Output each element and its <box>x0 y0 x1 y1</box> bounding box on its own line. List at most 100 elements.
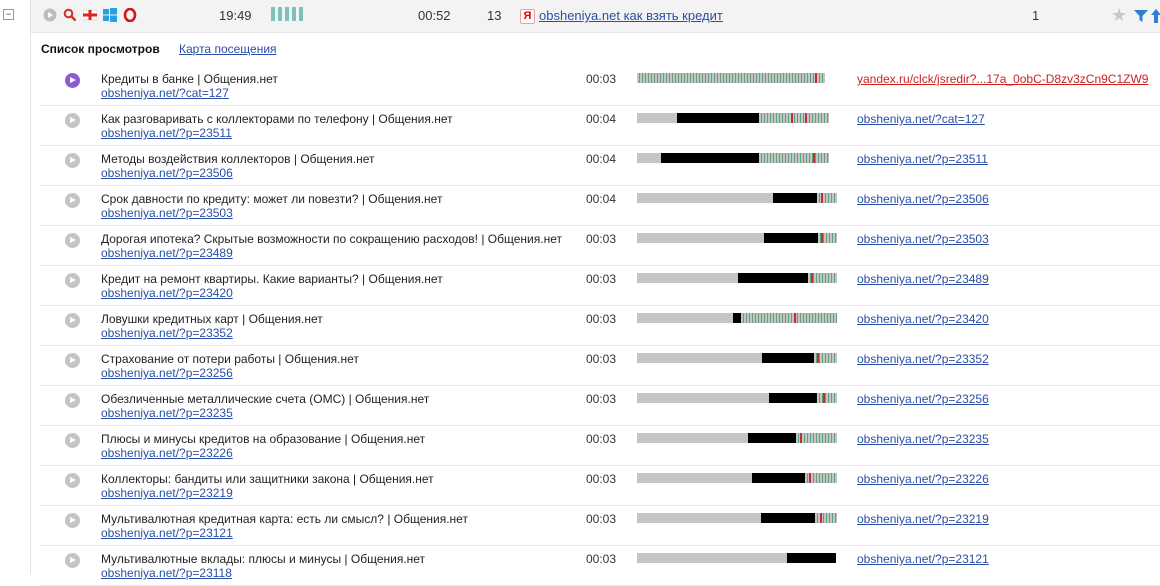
page-title: Мультивалютная кредитная карта: есть ли … <box>101 512 468 526</box>
page-url-link[interactable]: obsheniya.net/?p=23506 <box>101 166 233 180</box>
list-item: Кредит на ремонт квартиры. Какие вариант… <box>41 266 1160 306</box>
timeline-segment-red <box>794 313 796 323</box>
timeline-segment-black <box>773 193 817 203</box>
activity-timeline <box>637 553 837 563</box>
page-url-link[interactable]: obsheniya.net/?p=23489 <box>101 246 233 260</box>
page-url-link[interactable]: obsheniya.net/?p=23511 <box>101 126 232 140</box>
list-item: Как разговаривать с коллекторами по теле… <box>41 106 1160 146</box>
timeline-segment-gray <box>637 153 661 163</box>
activity-signal-icon <box>271 7 306 21</box>
timeline-segment-red <box>815 73 817 83</box>
page-title: Кредит на ремонт квартиры. Какие вариант… <box>101 272 443 286</box>
page-url-link[interactable]: obsheniya.net/?p=23121 <box>101 526 233 540</box>
view-duration: 00:04 <box>586 192 617 206</box>
activity-timeline <box>637 353 837 363</box>
page-title: Кредиты в банке | Общения.нет <box>101 72 278 86</box>
timeline-segment-black <box>764 233 818 243</box>
play-icon[interactable] <box>65 153 80 168</box>
list-item: Мультивалютная кредитная карта: есть ли … <box>41 506 1160 546</box>
page-url-link[interactable]: obsheniya.net/?cat=127 <box>101 86 229 100</box>
play-icon[interactable] <box>65 193 80 208</box>
views-list: Кредиты в банке | Общения.нет obsheniya.n… <box>41 66 1160 586</box>
star-icon[interactable]: ★ <box>1111 5 1128 25</box>
search-icon[interactable] <box>63 8 77 22</box>
timeline-segment-stripe <box>741 313 837 323</box>
session-summary-row[interactable]: 19:49 00:52 13 Я obsheniya.net как взять… <box>31 0 1160 33</box>
play-icon[interactable] <box>65 313 80 328</box>
play-circle-icon[interactable] <box>43 8 57 22</box>
view-duration: 00:03 <box>586 552 617 566</box>
page-title: Плюсы и минусы кредитов на образование |… <box>101 432 426 446</box>
play-icon[interactable] <box>65 553 80 568</box>
referrer-link[interactable]: obsheniya.net/?p=23511 <box>857 152 988 166</box>
referrer-link[interactable]: obsheniya.net/?p=23506 <box>857 192 989 206</box>
timeline-segment-red <box>820 513 822 523</box>
referrer-link[interactable]: obsheniya.net/?p=23226 <box>857 472 989 486</box>
play-icon[interactable] <box>65 73 80 88</box>
timeline-segment-red <box>809 473 811 483</box>
list-item: Кредиты в банке | Общения.нет obsheniya.n… <box>41 66 1160 106</box>
view-duration: 00:03 <box>586 512 617 526</box>
timeline-segment-red <box>791 113 793 123</box>
page-url-link[interactable]: obsheniya.net/?p=23503 <box>101 206 233 220</box>
timeline-segment-stripe <box>796 433 837 443</box>
timeline-segment-stripe <box>805 473 837 483</box>
activity-timeline <box>637 73 837 83</box>
visit-count: 1 <box>1032 8 1040 23</box>
page-title: Ловушки кредитных карт | Общения.нет <box>101 312 323 326</box>
collapse-toggle-icon[interactable]: − <box>3 9 14 20</box>
page-title: Методы воздействия коллекторов | Общения… <box>101 152 375 166</box>
view-duration: 00:03 <box>586 432 617 446</box>
filter-icon[interactable] <box>1134 9 1148 23</box>
timeline-segment-gray <box>637 553 787 563</box>
page-views-count: 13 <box>487 8 502 23</box>
play-icon[interactable] <box>65 393 80 408</box>
page-title: Дорогая ипотека? Скрытые возможности по … <box>101 232 562 246</box>
page-url-link[interactable]: obsheniya.net/?p=23226 <box>101 446 233 460</box>
timeline-segment-black <box>752 473 805 483</box>
timeline-segment-stripe <box>814 353 837 363</box>
page-url-link[interactable]: obsheniya.net/?p=23256 <box>101 366 233 380</box>
referrer-link[interactable]: obsheniya.net/?p=23420 <box>857 312 989 326</box>
list-item: Срок давности по кредиту: может ли повез… <box>41 186 1160 226</box>
referrer-link[interactable]: obsheniya.net/?p=23352 <box>857 352 989 366</box>
list-item: Коллекторы: бандиты или защитники закона… <box>41 466 1160 506</box>
timeline-segment-gray <box>637 273 738 283</box>
play-icon[interactable] <box>65 233 80 248</box>
referrer-link[interactable]: obsheniya.net/?p=23121 <box>857 552 989 566</box>
play-icon[interactable] <box>65 353 80 368</box>
timeline-segment-red <box>817 353 819 363</box>
page-url-link[interactable]: obsheniya.net/?p=23118 <box>101 566 232 580</box>
referrer-link[interactable]: obsheniya.net/?cat=127 <box>857 112 985 126</box>
timeline-segment-red <box>800 433 802 443</box>
list-item: Методы воздействия коллекторов | Общения… <box>41 146 1160 186</box>
list-item: Плюсы и минусы кредитов на образование |… <box>41 426 1160 466</box>
play-icon[interactable] <box>65 433 80 448</box>
play-icon[interactable] <box>65 273 80 288</box>
play-icon[interactable] <box>65 113 80 128</box>
referrer-link[interactable]: yandex.ru/clck/jsredir?...17a_0obC-D8zv3… <box>857 72 1149 86</box>
activity-timeline <box>637 193 837 203</box>
page-url-link[interactable]: obsheniya.net/?p=23235 <box>101 406 233 420</box>
page-url-link[interactable]: obsheniya.net/?p=23420 <box>101 286 233 300</box>
arrow-icon[interactable] <box>1151 9 1160 23</box>
search-query-link[interactable]: obsheniya.net как взять кредит <box>539 8 723 23</box>
activity-timeline <box>637 433 837 443</box>
timeline-segment-black <box>762 353 814 363</box>
list-item: Обезличенные металлические счета (ОМС) |… <box>41 386 1160 426</box>
activity-timeline <box>637 153 837 163</box>
play-icon[interactable] <box>65 473 80 488</box>
referrer-link[interactable]: obsheniya.net/?p=23235 <box>857 432 989 446</box>
referrer-link[interactable]: obsheniya.net/?p=23256 <box>857 392 989 406</box>
referrer-link[interactable]: obsheniya.net/?p=23503 <box>857 232 989 246</box>
page-title: Как разговаривать с коллекторами по теле… <box>101 112 453 126</box>
timeline-segment-red <box>813 153 815 163</box>
referrer-link[interactable]: obsheniya.net/?p=23489 <box>857 272 989 286</box>
play-icon[interactable] <box>65 513 80 528</box>
page-url-link[interactable]: obsheniya.net/?p=23352 <box>101 326 233 340</box>
visit-map-link[interactable]: Карта посещения <box>179 42 277 56</box>
opera-icon <box>123 8 137 22</box>
timeline-segment-red <box>821 193 823 203</box>
page-url-link[interactable]: obsheniya.net/?p=23219 <box>101 486 233 500</box>
referrer-link[interactable]: obsheniya.net/?p=23219 <box>857 512 989 526</box>
